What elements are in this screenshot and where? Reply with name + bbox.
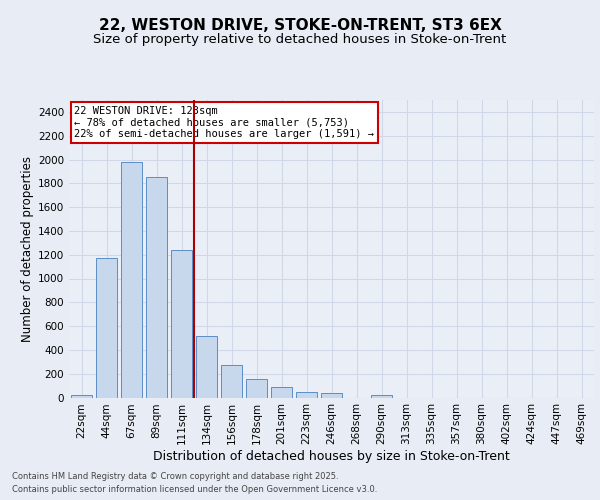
Bar [371,395,392,398]
Text: 22, WESTON DRIVE, STOKE-ON-TRENT, ST3 6EX: 22, WESTON DRIVE, STOKE-ON-TRENT, ST3 6E… [98,18,502,32]
Text: Contains public sector information licensed under the Open Government Licence v3: Contains public sector information licen… [12,485,377,494]
Bar [121,162,142,398]
Bar [146,178,167,398]
Bar [221,366,242,398]
Y-axis label: Number of detached properties: Number of detached properties [21,156,34,342]
Bar [296,392,317,398]
X-axis label: Distribution of detached houses by size in Stoke-on-Trent: Distribution of detached houses by size … [153,450,510,463]
Text: Contains HM Land Registry data © Crown copyright and database right 2025.: Contains HM Land Registry data © Crown c… [12,472,338,481]
Bar [321,392,342,398]
Text: 22 WESTON DRIVE: 123sqm
← 78% of detached houses are smaller (5,753)
22% of semi: 22 WESTON DRIVE: 123sqm ← 78% of detache… [74,106,374,139]
Bar [71,394,92,398]
Bar [246,379,267,398]
Text: Size of property relative to detached houses in Stoke-on-Trent: Size of property relative to detached ho… [94,32,506,46]
Bar [196,336,217,398]
Bar [171,250,192,398]
Bar [96,258,117,398]
Bar [271,387,292,398]
